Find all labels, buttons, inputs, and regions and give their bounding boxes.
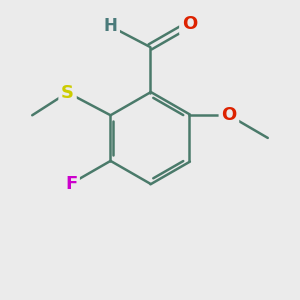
Text: O: O bbox=[221, 106, 236, 124]
Text: S: S bbox=[61, 84, 74, 102]
Text: O: O bbox=[182, 15, 197, 33]
Text: H: H bbox=[103, 17, 118, 35]
Text: F: F bbox=[65, 175, 77, 193]
